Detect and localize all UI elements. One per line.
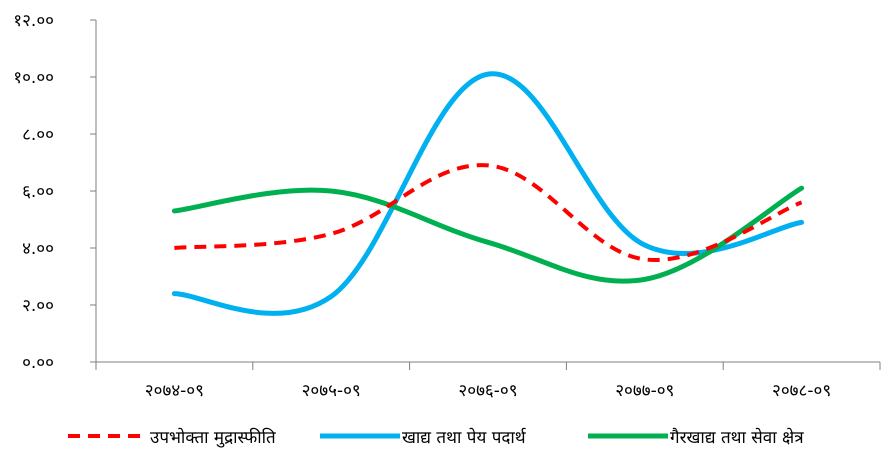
- axes: ०.०० २.०० ४.०० ६.०० ८.०० १०.०० १२.०० २०७४-०९ २०७…: [13, 11, 881, 401]
- x-tick-label: २०७४-०९: [145, 381, 204, 401]
- series-line-0: [174, 163, 803, 262]
- y-tick-label: १२.००: [13, 11, 54, 31]
- y-tick-label: १०.००: [13, 68, 54, 88]
- series-lines: [171, 71, 805, 316]
- series-line-2: [171, 185, 805, 284]
- legend-label: खाद्य तथा पेय पदार्थ: [402, 427, 527, 448]
- y-tick-label: ८.००: [22, 125, 54, 145]
- x-tick-label: २०७६-०९: [458, 381, 517, 401]
- legend-label: गैरखाद्य तथा सेवा क्षेत्र: [670, 427, 804, 448]
- legend: उपभोक्ता मुद्रास्फीति खाद्य तथा पेय पदार्…: [68, 427, 804, 448]
- y-tick-label: ४.००: [22, 239, 54, 259]
- x-tick-label: २०७७-०९: [615, 381, 674, 401]
- y-tick-label: २.००: [22, 296, 54, 316]
- x-tick-label: २०७५-०९: [302, 381, 361, 401]
- y-tick-label: ०.००: [22, 353, 54, 373]
- x-tick-label: २०७८-०९: [772, 381, 831, 401]
- series-line-1: [171, 71, 805, 316]
- legend-label: उपभोक्ता मुद्रास्फीति: [150, 427, 276, 448]
- y-tick-label: ६.००: [22, 182, 54, 202]
